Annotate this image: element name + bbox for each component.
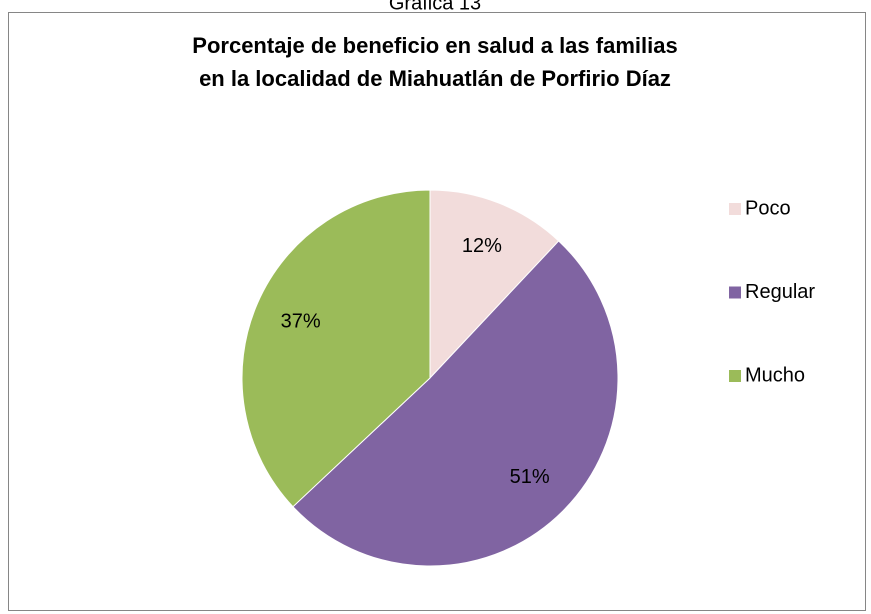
legend-swatch <box>729 286 741 299</box>
chart-title: en la localidad de Miahuatlán de Porfiri… <box>199 66 671 91</box>
legend-swatch <box>729 203 741 215</box>
data-label: 51% <box>510 466 550 488</box>
pie-slice <box>429 189 560 380</box>
chart-title: Porcentaje de beneficio en salud a las f… <box>192 33 677 58</box>
legend-swatch <box>729 370 741 382</box>
caption: Gráfica 13 <box>389 0 481 14</box>
data-label: 12% <box>462 235 502 257</box>
legend-label: Regular <box>745 281 815 303</box>
pie-slice <box>241 189 431 508</box>
legend-label: Poco <box>745 197 791 219</box>
pie-slice <box>292 240 619 567</box>
legend-label: Mucho <box>745 364 805 386</box>
data-label: 37% <box>281 310 321 332</box>
